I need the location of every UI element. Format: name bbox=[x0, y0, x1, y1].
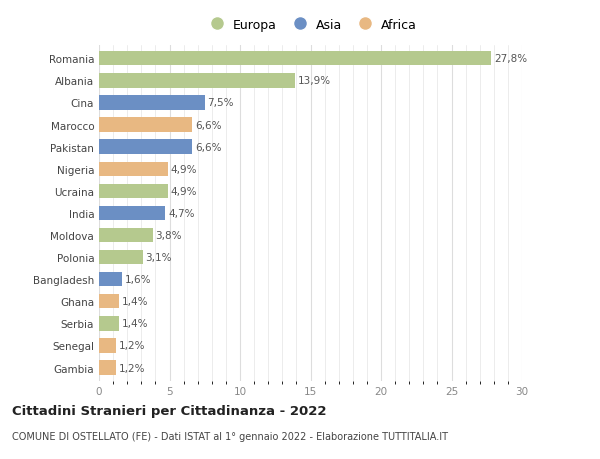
Text: 1,2%: 1,2% bbox=[119, 363, 145, 373]
Text: 7,5%: 7,5% bbox=[208, 98, 234, 108]
Text: 3,8%: 3,8% bbox=[155, 230, 182, 241]
Text: 4,9%: 4,9% bbox=[171, 186, 197, 196]
Text: 13,9%: 13,9% bbox=[298, 76, 331, 86]
Text: 1,4%: 1,4% bbox=[122, 297, 148, 307]
Text: 6,6%: 6,6% bbox=[195, 142, 221, 152]
Text: 1,4%: 1,4% bbox=[122, 319, 148, 329]
Text: 4,9%: 4,9% bbox=[171, 164, 197, 174]
Bar bbox=[99, 184, 168, 199]
Bar bbox=[99, 272, 122, 287]
Bar bbox=[99, 162, 168, 177]
Text: Cittadini Stranieri per Cittadinanza - 2022: Cittadini Stranieri per Cittadinanza - 2… bbox=[12, 404, 326, 417]
Text: 1,6%: 1,6% bbox=[124, 274, 151, 285]
Bar bbox=[99, 118, 192, 133]
Text: 27,8%: 27,8% bbox=[494, 54, 527, 64]
Bar bbox=[99, 96, 205, 110]
Bar bbox=[99, 339, 116, 353]
Legend: Europa, Asia, Africa: Europa, Asia, Africa bbox=[205, 19, 416, 32]
Bar bbox=[99, 317, 119, 331]
Bar bbox=[99, 361, 116, 375]
Text: 1,2%: 1,2% bbox=[119, 341, 145, 351]
Bar bbox=[99, 228, 152, 243]
Text: 4,7%: 4,7% bbox=[168, 208, 194, 218]
Bar bbox=[99, 250, 143, 265]
Text: 3,1%: 3,1% bbox=[146, 252, 172, 263]
Bar bbox=[99, 206, 165, 221]
Bar bbox=[99, 52, 491, 66]
Text: 6,6%: 6,6% bbox=[195, 120, 221, 130]
Bar bbox=[99, 294, 119, 309]
Text: COMUNE DI OSTELLATO (FE) - Dati ISTAT al 1° gennaio 2022 - Elaborazione TUTTITAL: COMUNE DI OSTELLATO (FE) - Dati ISTAT al… bbox=[12, 431, 448, 442]
Bar bbox=[99, 74, 295, 88]
Bar bbox=[99, 140, 192, 155]
